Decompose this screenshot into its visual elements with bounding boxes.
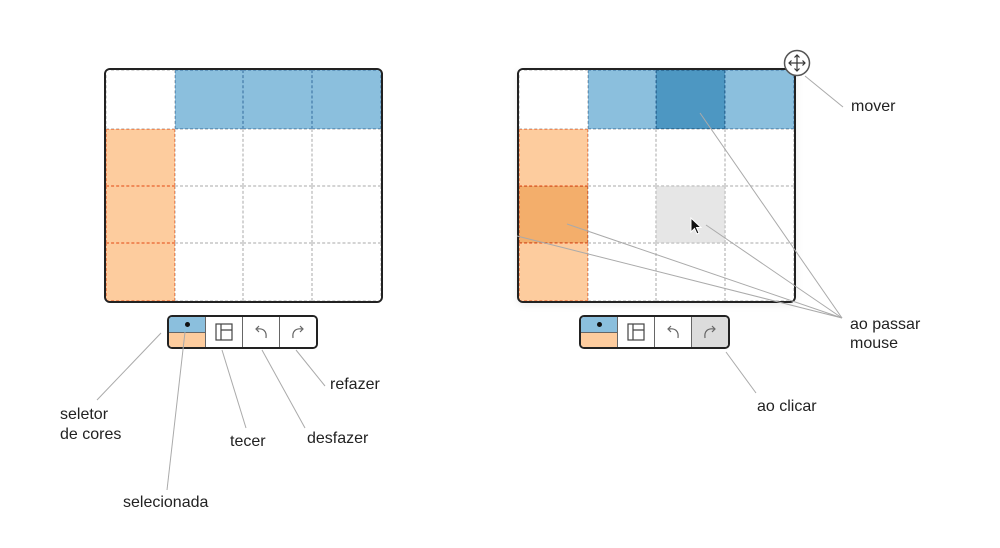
- color-swatch[interactable]: [581, 332, 617, 347]
- grid-cell[interactable]: [656, 243, 725, 301]
- undo-icon: [667, 325, 679, 339]
- undo-button[interactable]: [242, 317, 279, 347]
- color-selector[interactable]: [581, 317, 617, 347]
- row-color-cell[interactable]: [588, 70, 656, 129]
- corner-cell: [106, 70, 175, 129]
- toolbar-interaction: [579, 315, 730, 349]
- grid-cell[interactable]: [656, 129, 725, 186]
- column-color-cell[interactable]: [519, 129, 588, 186]
- row-color-cell[interactable]: [243, 70, 312, 129]
- undo-button[interactable]: [654, 317, 691, 347]
- label-selected: selecionada: [123, 494, 209, 511]
- weave-icon: [215, 323, 233, 341]
- column-color-cell[interactable]: [106, 129, 175, 186]
- corner-cell: [519, 70, 588, 129]
- selected-dot: [596, 321, 602, 327]
- grid-cell[interactable]: [175, 129, 243, 186]
- color-selector[interactable]: [169, 317, 205, 347]
- redo-icon: [292, 325, 304, 339]
- weave-button[interactable]: [617, 317, 654, 347]
- undo-icon: [255, 325, 267, 339]
- selected-dot: [184, 321, 190, 327]
- label-color-selector-line2: de cores: [60, 426, 122, 443]
- grid-cell[interactable]: [588, 129, 656, 186]
- grid-cell[interactable]: [243, 243, 312, 301]
- label-on-click: ao clicar: [757, 398, 817, 415]
- redo-icon: [704, 325, 716, 339]
- grid-cell[interactable]: [312, 129, 381, 186]
- label-redo: refazer: [330, 376, 380, 393]
- label-undo: desfazer: [307, 430, 369, 447]
- row-color-cell[interactable]: [725, 70, 794, 129]
- column-color-cell[interactable]: [106, 243, 175, 301]
- grid-cell[interactable]: [588, 243, 656, 301]
- label-move: mover: [851, 98, 896, 115]
- move-icon: [783, 49, 811, 77]
- column-color-cell-hover[interactable]: [519, 186, 588, 243]
- label-weave: tecer: [230, 433, 266, 450]
- row-color-cell[interactable]: [312, 70, 381, 129]
- label-on-hover-line2: mouse: [850, 335, 899, 352]
- cursor-icon: [690, 217, 703, 235]
- grid-cell[interactable]: [243, 186, 312, 243]
- grid-cell-hover[interactable]: [656, 186, 725, 243]
- grid-cell[interactable]: [243, 129, 312, 186]
- move-handle[interactable]: [783, 49, 811, 77]
- label-on-hover: ao passar: [850, 316, 921, 333]
- color-swatch-selected[interactable]: [581, 317, 617, 333]
- label-color-selector: seletor: [60, 406, 109, 423]
- redo-button[interactable]: [279, 317, 316, 347]
- grid-cell[interactable]: [312, 186, 381, 243]
- redo-button-pressed[interactable]: [691, 317, 728, 347]
- weave-grid-default: [104, 68, 383, 303]
- weave-icon: [627, 323, 645, 341]
- column-color-cell[interactable]: [519, 243, 588, 301]
- grid-cell[interactable]: [312, 243, 381, 301]
- color-swatch-selected[interactable]: [169, 317, 205, 333]
- grid-cell[interactable]: [725, 129, 794, 186]
- row-color-cell[interactable]: [175, 70, 243, 129]
- column-color-cell[interactable]: [106, 186, 175, 243]
- weave-grid-interaction: [517, 68, 796, 303]
- grid-cell[interactable]: [725, 186, 794, 243]
- grid-cell[interactable]: [175, 243, 243, 301]
- toolbar-default: [167, 315, 318, 349]
- row-color-cell-hover[interactable]: [656, 70, 725, 129]
- grid-cell[interactable]: [588, 186, 656, 243]
- weave-button[interactable]: [205, 317, 242, 347]
- grid-cell[interactable]: [175, 186, 243, 243]
- color-swatch[interactable]: [169, 332, 205, 347]
